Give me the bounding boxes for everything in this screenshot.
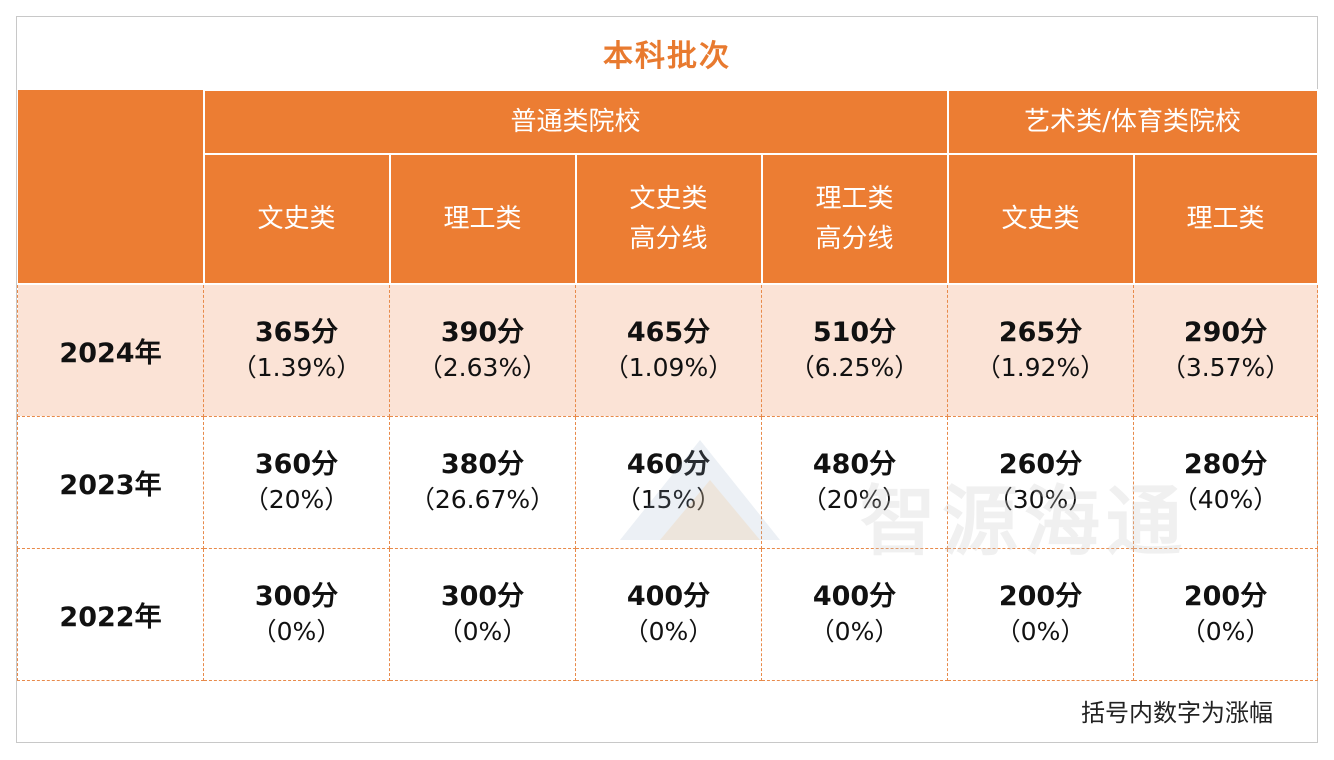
increase-percent: （0%） bbox=[623, 617, 714, 646]
score-cell: 380分 （26.67%） bbox=[389, 415, 576, 549]
score-value: 380分 bbox=[440, 449, 525, 480]
score-value: 365分 bbox=[254, 317, 339, 349]
score-cell: 400分 （0%） bbox=[575, 547, 762, 681]
score-value: 200分 bbox=[998, 581, 1083, 612]
score-value: 290分 bbox=[1183, 317, 1268, 349]
score-cell: 300分 （0%） bbox=[203, 547, 390, 681]
column-header: 文史类 高分线 bbox=[574, 153, 763, 285]
score-cell: 510分 （6.25%） bbox=[760, 283, 949, 417]
increase-percent: （0%） bbox=[809, 617, 900, 646]
score-cell: 200分 （0%） bbox=[1133, 547, 1319, 681]
increase-percent: （0%） bbox=[251, 617, 342, 646]
column-header: 理工类 bbox=[388, 153, 577, 285]
footnote: 括号内数字为涨幅 bbox=[1081, 699, 1273, 727]
score-table-card: 本科批次 普通类院校 艺术类/体育类院校 文史类 理工类 文史类 高分线 理工类高… bbox=[16, 16, 1319, 743]
increase-percent: （6.25%） bbox=[789, 353, 920, 383]
score-value: 465分 bbox=[626, 317, 711, 349]
increase-percent: （1.92%） bbox=[975, 353, 1106, 383]
score-value: 260分 bbox=[998, 449, 1083, 480]
increase-percent: （0%） bbox=[1180, 617, 1271, 646]
year-cell: 2023年 bbox=[17, 415, 204, 549]
score-value: 280分 bbox=[1183, 449, 1268, 480]
group-header-general: 普通类院校 bbox=[202, 89, 949, 155]
increase-percent: （2.63%） bbox=[417, 353, 548, 383]
score-value: 200分 bbox=[1183, 581, 1268, 612]
column-header: 理工类 高分线 bbox=[760, 153, 949, 285]
column-header: 文史类 bbox=[946, 153, 1135, 285]
score-cell: 200分 （0%） bbox=[947, 547, 1135, 681]
increase-percent: （0%） bbox=[995, 617, 1086, 646]
score-value: 400分 bbox=[626, 581, 711, 612]
increase-percent: （3.57%） bbox=[1160, 353, 1291, 383]
score-value: 300分 bbox=[254, 581, 339, 612]
increase-percent: （15%） bbox=[615, 485, 722, 514]
score-cell: 290分 （3.57%） bbox=[1133, 283, 1319, 417]
score-cell: 265分 （1.92%） bbox=[947, 283, 1135, 417]
score-value: 265分 bbox=[998, 317, 1083, 349]
score-cell: 360分 （20%） bbox=[203, 415, 390, 549]
score-cell: 280分 （40%） bbox=[1133, 415, 1319, 549]
score-cell: 400分 （0%） bbox=[760, 547, 949, 681]
increase-percent: （0%） bbox=[437, 617, 528, 646]
increase-percent: （26.67%） bbox=[409, 485, 556, 514]
column-header: 理工类 bbox=[1132, 153, 1319, 285]
score-value: 510分 bbox=[812, 317, 897, 349]
score-cell: 260分 （30%） bbox=[947, 415, 1135, 549]
score-value: 360分 bbox=[254, 449, 339, 480]
page-title: 本科批次 bbox=[603, 39, 731, 74]
score-table: 普通类院校 艺术类/体育类院校 文史类 理工类 文史类 高分线 理工类 高分线 文史… bbox=[17, 89, 1319, 681]
table-row: 2023年 360分 （20%） 380分 （26.67%） 460分 （15%） 480分 （… bbox=[17, 415, 1319, 549]
score-cell: 480分 （20%） bbox=[760, 415, 949, 549]
score-cell: 300分 （0%） bbox=[389, 547, 576, 681]
header-corner bbox=[17, 90, 205, 285]
increase-percent: （20%） bbox=[801, 485, 908, 514]
score-value: 460分 bbox=[626, 449, 711, 480]
year-cell: 2024年 bbox=[17, 283, 204, 417]
increase-percent: （1.09%） bbox=[603, 353, 734, 383]
increase-percent: （40%） bbox=[1172, 485, 1279, 514]
score-value: 480分 bbox=[812, 449, 897, 480]
score-cell: 460分 （15%） bbox=[575, 415, 762, 549]
increase-percent: （1.39%） bbox=[231, 353, 362, 383]
score-value: 390分 bbox=[440, 317, 525, 349]
increase-percent: （20%） bbox=[243, 485, 350, 514]
score-value: 400分 bbox=[812, 581, 897, 612]
year-cell: 2022年 bbox=[17, 547, 204, 681]
increase-percent: （30%） bbox=[987, 485, 1094, 514]
table-row: 2022年 300分 （0%） 300分 （0%） 400分 （0%） 400分 （0%） 200… bbox=[17, 547, 1319, 681]
column-header: 文史类 bbox=[202, 153, 391, 285]
score-cell: 365分 （1.39%） bbox=[203, 283, 390, 417]
score-cell: 390分 （2.63%） bbox=[389, 283, 576, 417]
group-header-arts-sports: 艺术类/体育类院校 bbox=[946, 89, 1319, 155]
table-row: 2024年 365分 （1.39%） 390分 （2.63%） 465分 （1.09%） 51… bbox=[17, 283, 1319, 417]
score-value: 300分 bbox=[440, 581, 525, 612]
score-cell: 465分 （1.09%） bbox=[575, 283, 762, 417]
